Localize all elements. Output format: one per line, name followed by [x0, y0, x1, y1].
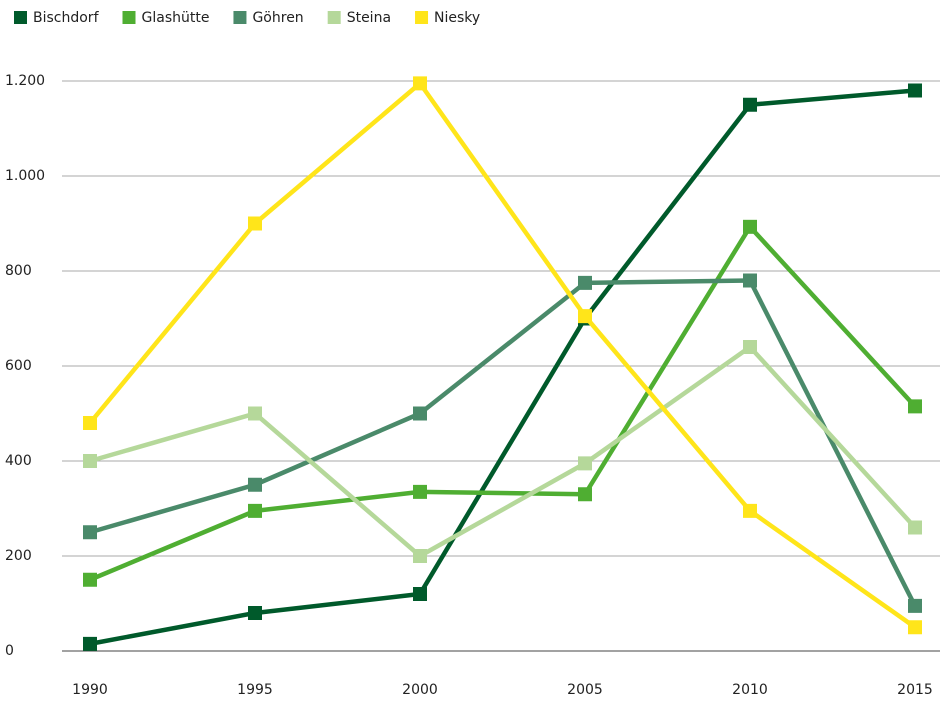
point-marker [248, 477, 262, 492]
point-marker [578, 309, 592, 324]
x-tick-label: 1990 [72, 682, 108, 698]
legend-label: Steina [347, 10, 391, 26]
legend-swatch [415, 11, 429, 24]
point-marker [908, 83, 922, 98]
point-marker [83, 572, 97, 587]
point-marker [248, 606, 262, 620]
legend-swatch [14, 11, 27, 24]
point-marker [908, 520, 922, 535]
x-tick-label: 2010 [732, 682, 768, 698]
point-marker [248, 503, 262, 518]
point-marker [248, 216, 262, 231]
point-marker [413, 484, 427, 499]
legend-swatch [233, 11, 247, 24]
x-tick-label: 2015 [897, 682, 933, 698]
point-marker [743, 340, 757, 354]
point-marker [908, 399, 922, 414]
legend-label: Niesky [434, 10, 480, 26]
series-line [89, 224, 917, 582]
legend-label: Glashütte [142, 10, 210, 26]
point-marker [248, 406, 262, 421]
point-marker [743, 97, 757, 112]
series-line [89, 278, 918, 607]
point-marker [908, 620, 922, 635]
legend-label: Bischdorf [33, 10, 100, 26]
point-marker [413, 549, 427, 563]
y-tick-label: 0 [5, 643, 14, 659]
point-marker [83, 454, 97, 468]
point-marker [743, 503, 757, 518]
x-tick-label: 1995 [237, 682, 273, 698]
point-marker [908, 598, 922, 613]
legend-swatch [327, 11, 341, 24]
point-marker [413, 76, 427, 91]
y-tick-label: 1.200 [5, 73, 45, 89]
x-tick-label: 2000 [402, 682, 438, 698]
point-marker [578, 275, 592, 290]
point-marker [83, 525, 97, 540]
y-tick-label: 400 [5, 453, 32, 469]
x-tick-label: 2005 [567, 682, 603, 698]
y-tick-label: 600 [5, 358, 32, 374]
point-marker [413, 406, 427, 421]
point-marker [578, 456, 592, 471]
point-marker [578, 487, 592, 502]
series-line [89, 88, 916, 647]
y-tick-label: 800 [5, 263, 32, 279]
series-line [89, 344, 917, 559]
legend-swatch [122, 11, 136, 24]
point-marker [413, 587, 427, 601]
y-tick-label: 1.000 [5, 168, 45, 184]
point-marker [743, 219, 757, 234]
point-marker [83, 636, 97, 651]
point-marker [743, 273, 757, 288]
legend-label: Göhren [252, 10, 303, 26]
point-marker [83, 416, 97, 430]
series-line [88, 81, 917, 630]
y-tick-label: 200 [5, 548, 32, 564]
